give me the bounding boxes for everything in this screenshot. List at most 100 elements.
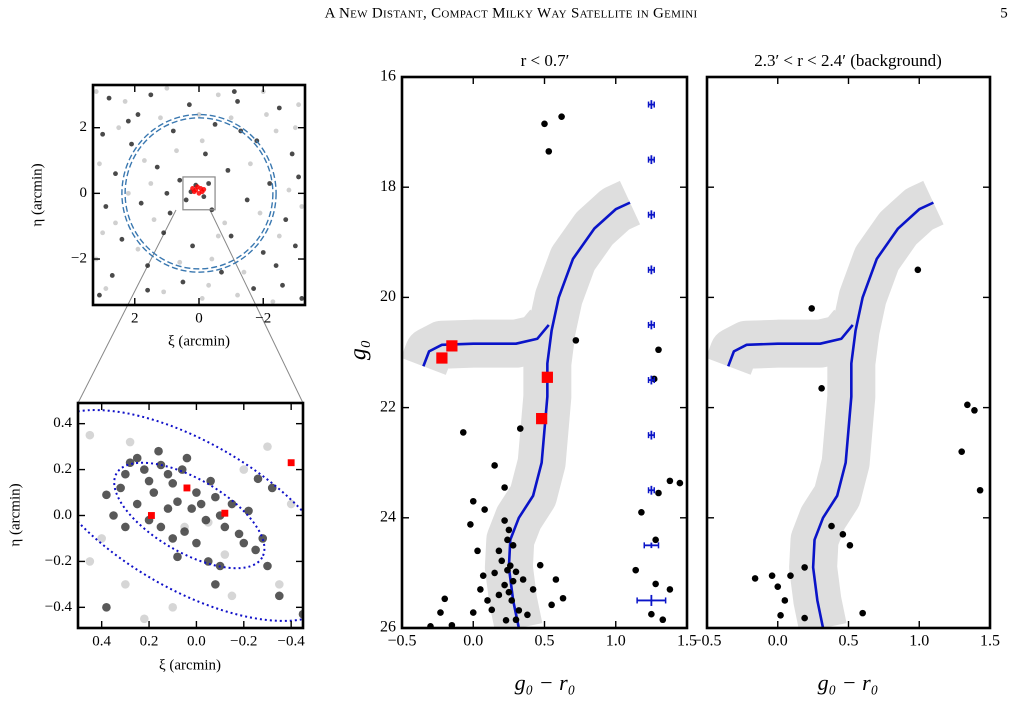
point (225, 167, 231, 173)
point (194, 184, 200, 190)
point (209, 256, 215, 262)
point (239, 465, 249, 474)
zoom-box (182, 176, 216, 211)
x-tick-label: 0.0 (187, 633, 206, 649)
x-tick-label: 1.5 (677, 633, 697, 650)
point (149, 488, 159, 497)
point (652, 536, 659, 544)
point (260, 250, 266, 255)
point (156, 522, 166, 532)
point (524, 611, 531, 619)
point (264, 112, 269, 117)
y-tick-label: 2 (80, 119, 88, 135)
point (516, 425, 524, 432)
point (196, 499, 206, 509)
point (93, 89, 99, 94)
point (154, 164, 160, 170)
y-tick-label: 20 (380, 288, 396, 305)
x-tick-label: 1.0 (909, 633, 929, 650)
point (751, 575, 759, 582)
point (222, 220, 228, 226)
point (121, 522, 130, 532)
point (484, 597, 491, 604)
point (491, 462, 498, 469)
point (164, 85, 170, 91)
point (501, 581, 508, 589)
point (768, 572, 776, 579)
y-tick-label: 0.2 (53, 461, 72, 477)
point (119, 236, 125, 242)
point (140, 614, 149, 624)
page-number: 5 (1000, 5, 1008, 21)
point (212, 122, 218, 127)
point (296, 174, 301, 180)
point (270, 299, 276, 305)
point (227, 499, 237, 509)
y-tick-label: 18 (380, 178, 396, 195)
point (140, 465, 149, 474)
point (180, 527, 189, 536)
point (211, 580, 220, 589)
point (182, 453, 192, 463)
x-tick-label: 2 (131, 310, 139, 326)
point (469, 609, 477, 616)
point (168, 479, 178, 488)
point (275, 591, 284, 601)
point (239, 538, 249, 548)
point (177, 177, 183, 183)
point (839, 531, 847, 538)
x-tick-label: 0.5 (839, 633, 859, 650)
point (154, 446, 163, 456)
point (441, 595, 449, 603)
point (818, 385, 825, 392)
point (846, 542, 854, 549)
point (183, 484, 191, 492)
y-tick-label: −0.2 (45, 553, 72, 569)
x-tick-label: −0.5 (387, 633, 416, 650)
point (828, 522, 835, 530)
point (163, 504, 173, 513)
point (100, 230, 106, 236)
point (666, 586, 674, 593)
point (509, 577, 517, 585)
point (273, 128, 279, 134)
point (125, 118, 131, 124)
y-tick-label: 24 (380, 508, 396, 525)
point (474, 547, 481, 555)
point (113, 220, 118, 226)
point (263, 561, 272, 571)
x-tick-label: 1.0 (606, 633, 626, 650)
y-tick-label: 16 (380, 68, 396, 85)
x-tick-label: −2 (255, 310, 271, 326)
point (436, 352, 448, 364)
x-axis-label: g₀ − r₀ (515, 670, 576, 695)
point (201, 194, 207, 200)
point (177, 259, 183, 265)
point (781, 597, 789, 604)
point (113, 171, 118, 177)
isochrone-line (422, 324, 550, 367)
point (156, 460, 166, 470)
point (220, 550, 230, 559)
point (206, 181, 212, 186)
point (263, 442, 272, 451)
point (558, 113, 565, 120)
point (276, 233, 282, 239)
x-axis-label: ξ (arcmin) (168, 333, 230, 349)
point (251, 286, 257, 291)
point (199, 296, 205, 301)
point (801, 614, 808, 622)
point (183, 197, 189, 203)
point (97, 161, 102, 167)
point (273, 263, 279, 268)
plot-area (707, 180, 984, 628)
point (116, 125, 122, 131)
plot-area (402, 100, 684, 628)
x-axis-label: g₀ − r₀ (818, 670, 879, 695)
x-tick-label: 0 (195, 310, 203, 326)
point (190, 186, 195, 191)
y-tick-label: 0.0 (53, 507, 72, 523)
point (545, 148, 553, 155)
x-tick-label: 0.2 (140, 633, 159, 649)
